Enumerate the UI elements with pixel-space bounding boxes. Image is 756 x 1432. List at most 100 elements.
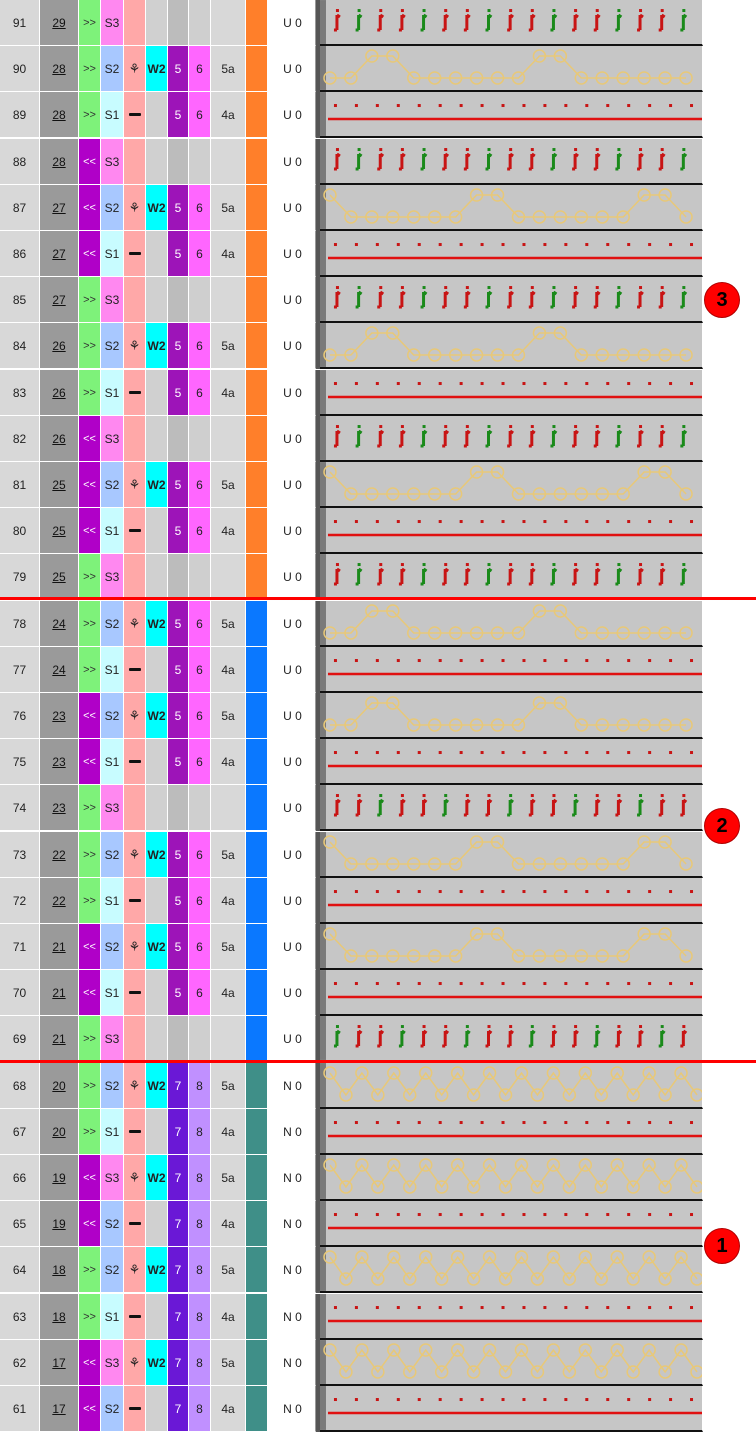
pass-number-link[interactable]: 25 — [40, 554, 79, 600]
gap — [268, 416, 270, 462]
knit-stitch — [377, 148, 385, 171]
gap — [268, 508, 270, 554]
knit-stitch — [680, 9, 688, 32]
pattern-edge — [320, 1155, 326, 1199]
stitch-pattern — [320, 1386, 702, 1430]
tuck-pattern — [323, 49, 693, 85]
pass-number-link[interactable]: 27 — [40, 185, 79, 231]
pass-number-link[interactable]: 17 — [40, 1340, 79, 1386]
pass-number-link[interactable]: 21 — [40, 924, 79, 970]
pass-number-link[interactable]: 19 — [40, 1155, 79, 1201]
yarn-feed-cell — [124, 554, 146, 600]
pass-number-link[interactable]: 22 — [40, 878, 79, 924]
pass-number-link[interactable]: 23 — [40, 739, 79, 785]
program-row: 66 19 << S3 ⚘ W2 7 8 5a N 0 — [0, 1155, 703, 1201]
program-row: 72 22 >> S1 5 6 4a U 0 — [0, 878, 703, 924]
knit-stitch — [615, 286, 623, 309]
pass-number-link[interactable]: 28 — [40, 139, 79, 185]
knit-stitch — [485, 9, 493, 32]
needle-dot — [333, 104, 337, 108]
w-cell: W2 — [146, 1247, 168, 1293]
w-cell — [146, 1294, 168, 1340]
pass-number-link[interactable]: 18 — [40, 1247, 79, 1293]
tuck-pattern — [323, 696, 693, 732]
needle-dot — [522, 1398, 526, 1402]
needle-dot — [690, 982, 694, 986]
needle-dot — [585, 104, 589, 108]
cam-cell: 5a — [211, 323, 246, 369]
pass-number-link[interactable]: 21 — [40, 1016, 79, 1062]
needle-dot — [438, 751, 442, 755]
pass-number-link[interactable]: 28 — [40, 92, 79, 138]
pass-number-link[interactable]: 26 — [40, 323, 79, 369]
knit-stitch — [333, 286, 341, 309]
pass-number-link[interactable]: 25 — [40, 508, 79, 554]
pattern-edge — [320, 924, 326, 968]
v1-cell: 5 — [168, 323, 189, 369]
v1-cell: 5 — [168, 185, 189, 231]
pass-number-link[interactable]: 20 — [40, 1063, 79, 1109]
pass-number-link[interactable]: 26 — [40, 370, 79, 416]
pattern-cell — [320, 1063, 703, 1109]
pass-number-link[interactable]: 29 — [40, 0, 79, 46]
needle-dot — [606, 890, 610, 894]
v2-cell: 8 — [189, 1247, 211, 1293]
pass-number-link[interactable]: 27 — [40, 277, 79, 323]
gap — [268, 1247, 270, 1293]
direction-cell: >> — [79, 832, 101, 878]
pass-number-link[interactable]: 17 — [40, 1386, 79, 1432]
program-row: 82 26 << S3 U 0 — [0, 416, 703, 462]
v2-cell — [189, 554, 211, 600]
needle-dot — [564, 520, 568, 524]
needle-dot — [543, 1398, 547, 1402]
pass-number-link[interactable]: 22 — [40, 832, 79, 878]
pass-number-link[interactable]: 23 — [40, 785, 79, 831]
knit-stitch — [463, 9, 471, 32]
pass-number-link[interactable]: 27 — [40, 231, 79, 277]
section-color-cell — [246, 185, 268, 231]
v2-cell — [189, 785, 211, 831]
separator — [316, 416, 320, 462]
program-row: 61 17 << S2 7 8 4a N 0 — [0, 1386, 703, 1432]
cam-cell: 4a — [211, 231, 246, 277]
v1-cell: 7 — [168, 1109, 189, 1155]
gap — [268, 1063, 270, 1109]
pass-number-link[interactable]: 19 — [40, 1201, 79, 1247]
pass-number-link[interactable]: 18 — [40, 1294, 79, 1340]
pass-number-link[interactable]: 28 — [40, 46, 79, 92]
uv-cell: U 0 — [270, 277, 316, 323]
knit-stitch — [507, 1025, 514, 1048]
uv-cell: U 0 — [270, 970, 316, 1016]
needle-dot — [543, 104, 547, 108]
yarn-feed-cell: ⚘ — [124, 1340, 146, 1386]
v1-cell: 5 — [168, 46, 189, 92]
needle-dot — [459, 243, 463, 247]
w-cell: W2 — [146, 185, 168, 231]
needle-dot — [354, 243, 358, 247]
stitch-pattern — [320, 1155, 702, 1199]
pass-number-link[interactable]: 20 — [40, 1109, 79, 1155]
pass-number-link[interactable]: 23 — [40, 693, 79, 739]
knit-stitch — [333, 563, 341, 586]
uv-cell: N 0 — [270, 1340, 316, 1386]
pass-number-link[interactable]: 24 — [40, 647, 79, 693]
pass-number-link[interactable]: 26 — [40, 416, 79, 462]
knit-stitch — [507, 425, 514, 448]
knit-stitch — [507, 286, 514, 309]
needle-dot — [690, 659, 694, 663]
needle-dot — [459, 104, 463, 108]
stitch-pattern — [320, 1109, 702, 1153]
row-number: 66 — [0, 1155, 40, 1201]
w-cell — [146, 1201, 168, 1247]
pass-number-link[interactable]: 24 — [40, 601, 79, 647]
w-cell — [146, 508, 168, 554]
system-cell: S3 — [101, 1155, 124, 1201]
w-cell — [146, 739, 168, 785]
needle-dot — [438, 104, 442, 108]
program-row: 71 21 << S2 ⚘ W2 5 6 5a U 0 — [0, 924, 703, 970]
knit-stitch — [398, 425, 406, 448]
pass-number-link[interactable]: 25 — [40, 462, 79, 508]
uv-cell: N 0 — [270, 1063, 316, 1109]
separator — [316, 1155, 320, 1201]
pass-number-link[interactable]: 21 — [40, 970, 79, 1016]
